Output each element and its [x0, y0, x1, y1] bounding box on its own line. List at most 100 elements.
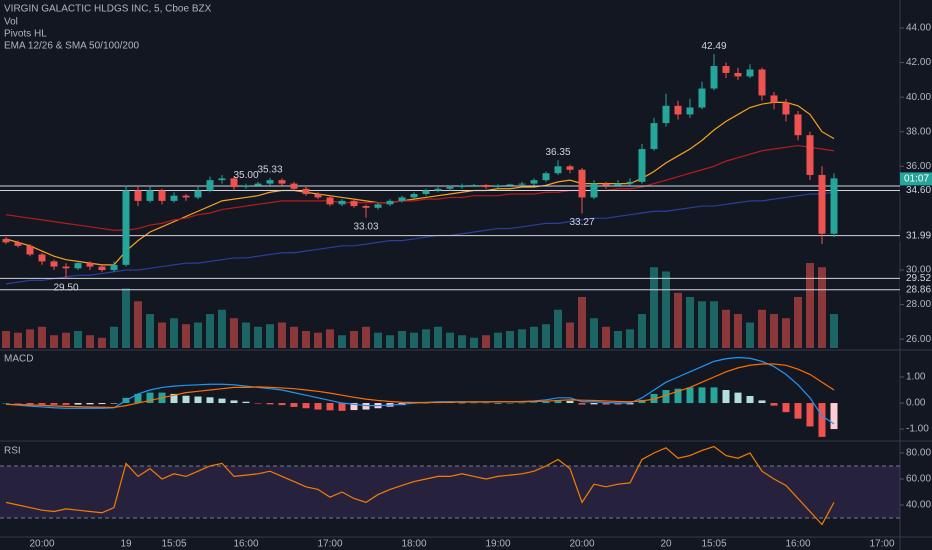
- volume-bar: [554, 309, 562, 348]
- macd-histogram-bar: [710, 387, 718, 404]
- macd-histogram-bar: [614, 403, 622, 405]
- candle-body: [650, 123, 658, 150]
- macd-histogram-bar: [758, 400, 766, 404]
- macd-histogram-bar: [674, 388, 682, 404]
- volume-bar: [782, 318, 790, 348]
- macd-histogram-bar: [494, 403, 502, 404]
- macd-histogram-bar: [2, 403, 10, 404]
- volume-bar: [98, 337, 106, 348]
- panel-title: RSI: [4, 446, 21, 457]
- x-tick-label: 16:00: [785, 539, 810, 550]
- candle-body: [146, 190, 154, 201]
- macd-histogram-bar: [206, 397, 214, 404]
- macd-histogram-bar: [218, 398, 226, 404]
- macd-histogram-bar: [50, 403, 58, 405]
- candle-body: [458, 185, 466, 188]
- candle-body: [566, 166, 574, 170]
- volume-bar: [362, 326, 370, 348]
- volume-bar: [734, 314, 742, 348]
- y-tick-label: 80.00: [906, 448, 931, 459]
- macd-histogram-bar: [194, 396, 202, 404]
- x-tick-label: 19:00: [485, 539, 510, 550]
- candle-body: [830, 178, 838, 234]
- macd-histogram-bar: [110, 403, 118, 404]
- candle-body: [818, 174, 826, 234]
- candle-body: [158, 190, 166, 201]
- volume-bar: [374, 332, 382, 348]
- macd-histogram-bar: [530, 402, 538, 404]
- y-tick-label: 28.00: [906, 299, 931, 310]
- level-label-box: [900, 283, 932, 296]
- candle-body: [638, 149, 646, 182]
- candle-body: [530, 180, 538, 184]
- volume-bar: [530, 326, 538, 348]
- macd-histogram-bar: [62, 403, 70, 405]
- y-tick-label: -1.00: [906, 424, 929, 435]
- candle-body: [38, 254, 46, 262]
- macd-histogram-bar: [650, 393, 658, 404]
- macd-histogram-bar: [782, 403, 790, 413]
- candle-body: [314, 193, 322, 198]
- macd-histogram-bar: [266, 403, 274, 405]
- x-tick-label: 17:00: [869, 539, 894, 550]
- volume-bar: [278, 322, 286, 348]
- candle-body: [518, 183, 526, 185]
- macd-histogram-bar: [626, 403, 634, 405]
- macd-histogram-bar: [518, 402, 526, 404]
- volume-bar: [482, 335, 490, 348]
- y-tick-label: 30.00: [906, 265, 931, 276]
- volume-bar: [338, 335, 346, 348]
- volume-bar: [14, 332, 22, 348]
- candle-body: [698, 88, 706, 108]
- candle-body: [338, 200, 346, 205]
- volume-bar: [806, 263, 814, 348]
- volume-bar: [458, 335, 466, 348]
- legend-entry: EMA 12/26 & SMA 50/100/200: [4, 41, 140, 52]
- volume-bar: [686, 297, 694, 348]
- y-tick-label: 1.00: [906, 372, 926, 383]
- candle-body: [86, 263, 94, 267]
- macd-histogram-bar: [722, 390, 730, 404]
- y-tick-label: 26.00: [906, 334, 931, 345]
- legend-entry: Pivots HL: [4, 29, 47, 40]
- candle-body: [422, 190, 430, 194]
- x-tick-label: 15:05: [161, 539, 186, 550]
- volume-bar: [698, 301, 706, 348]
- macd-histogram-bar: [314, 403, 322, 410]
- moving-average-line: [5, 144, 835, 231]
- macd-histogram-bar: [554, 400, 562, 404]
- volume-bar: [722, 309, 730, 348]
- macd-histogram-bar: [290, 403, 298, 407]
- level-label: 34.60: [906, 185, 931, 196]
- volume-bar: [206, 314, 214, 348]
- volume-bar: [830, 314, 838, 348]
- volume-bar: [578, 297, 586, 348]
- candle-body: [602, 183, 610, 186]
- candle-body: [398, 197, 406, 201]
- macd-histogram-bar: [146, 392, 154, 404]
- macd-histogram-bar: [278, 403, 286, 406]
- volume-bar: [110, 326, 118, 348]
- candle-body: [494, 185, 502, 188]
- macd-histogram-bar: [170, 393, 178, 404]
- candle-body: [410, 193, 418, 198]
- macd-histogram-bar: [806, 403, 814, 427]
- pivot-label: 35.33: [257, 165, 282, 176]
- legend-entry: Vol: [4, 17, 18, 28]
- candle-body: [290, 183, 298, 189]
- macd-histogram-bar: [326, 403, 334, 411]
- volume-bar: [218, 309, 226, 348]
- candle-body: [302, 188, 310, 194]
- volume-bar: [746, 322, 754, 348]
- volume-bar: [506, 331, 514, 348]
- candle-body: [26, 245, 34, 255]
- rsi-line: [5, 445, 835, 526]
- candle-body: [122, 190, 130, 265]
- volume-bar: [230, 318, 238, 348]
- macd-histogram-bar: [482, 402, 490, 404]
- volume-bar: [494, 332, 502, 348]
- macd-histogram-bar: [662, 390, 670, 404]
- volume-bar: [170, 318, 178, 348]
- candle-body: [134, 190, 142, 201]
- x-tick-label: 20:00: [29, 539, 54, 550]
